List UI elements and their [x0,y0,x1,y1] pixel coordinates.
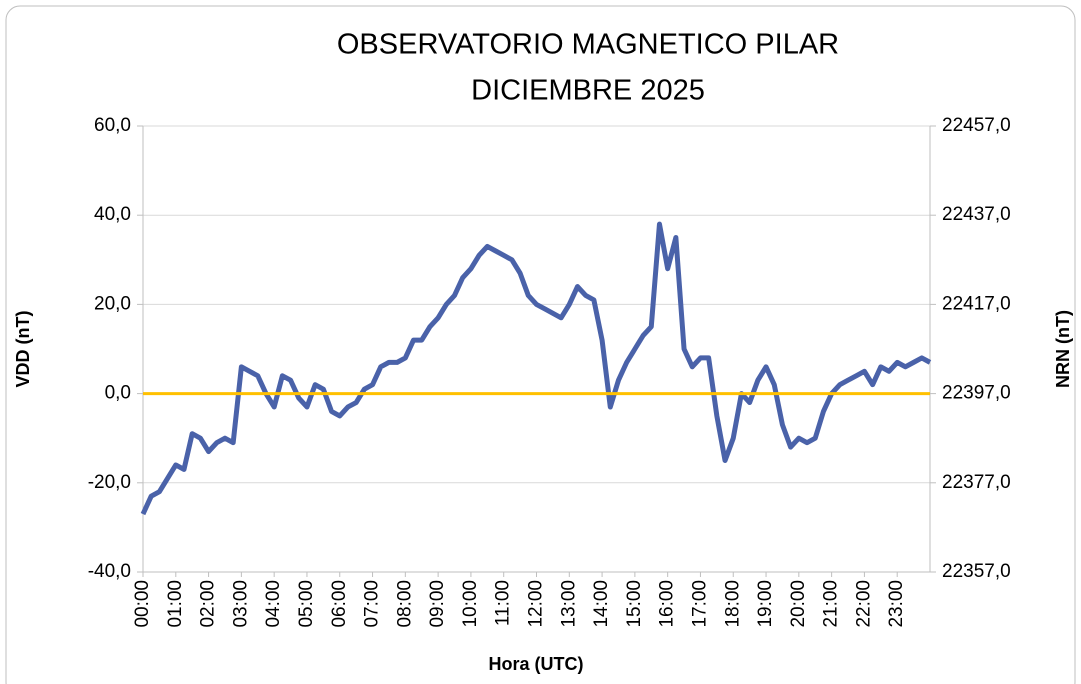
x-tick-label: 13:00 [558,580,579,628]
y2-tick-label: 22397,0 [942,383,1011,404]
y-tick-label: 0,0 [105,383,131,404]
x-tick-label: 01:00 [165,580,186,628]
x-tick-label: 02:00 [198,580,219,628]
x-tick-label: 23:00 [886,580,907,628]
x-tick-label: 09:00 [427,580,448,628]
y-tick-label: -40,0 [88,561,131,582]
y-tick-label: -20,0 [88,472,131,493]
y2-tick-label: 22457,0 [942,115,1011,136]
x-tick-label: 04:00 [263,580,284,628]
x-axis-title: Hora (UTC) [489,654,584,674]
y2-tick-label: 22377,0 [942,472,1011,493]
x-tick-label: 20:00 [788,580,809,628]
y-tick-label: 40,0 [94,204,131,225]
x-tick-label: 12:00 [526,580,547,628]
x-tick-label: 14:00 [591,580,612,628]
x-tick-label: 06:00 [329,580,350,628]
y2-tick-label: 22357,0 [942,561,1011,582]
x-tick-label: 10:00 [460,580,481,628]
x-tick-label: 15:00 [624,580,645,628]
chart-subtitle: DICIEMBRE 2025 [471,75,705,107]
y2-tick-label: 22417,0 [942,293,1011,314]
x-tick-label: 16:00 [657,580,678,628]
x-tick-label: 18:00 [722,580,743,628]
x-tick-label: 21:00 [821,580,842,628]
y2-axis-title: NRN (nT) [1053,310,1073,388]
x-tick-label: 19:00 [755,580,776,628]
x-tick-label: 22:00 [853,580,874,628]
x-tick-label: 08:00 [394,580,415,628]
data-line [140,221,932,516]
chart-title: OBSERVATORIO MAGNETICO PILAR [337,29,839,61]
x-tick-label: 00:00 [132,580,153,628]
x-tick-label: 17:00 [689,580,710,628]
x-tick-label: 03:00 [230,580,251,628]
y-axis-title: VDD (nT) [13,311,33,388]
y-tick-label: 60,0 [94,115,131,136]
x-tick-label: 11:00 [493,580,514,626]
x-tick-label: 05:00 [296,580,317,628]
x-tick-label: 07:00 [362,580,383,628]
y2-tick-label: 22437,0 [942,204,1011,225]
y-tick-label: 20,0 [94,293,131,314]
chart-border [5,5,1076,684]
